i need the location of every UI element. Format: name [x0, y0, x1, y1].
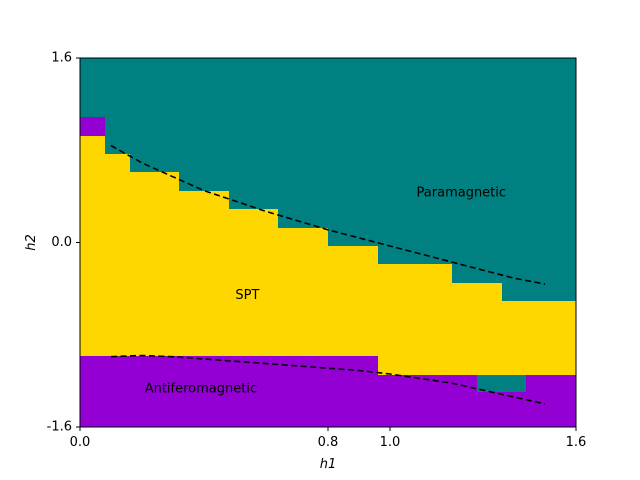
paramagnetic-cell: [378, 58, 452, 264]
antiferromagnetic-cell: [80, 117, 105, 136]
spt-cell: [378, 264, 452, 375]
paramagnetic-cell: [105, 58, 130, 154]
y-tick-label: 1.6: [51, 51, 72, 66]
region-labels: Paramagnetic SPT Antiferomagnetic: [145, 185, 506, 396]
antiferromagnetic-cell: [130, 356, 179, 427]
paramagnetic-region-label: Paramagnetic: [417, 185, 507, 200]
x-axis-ticks: 0.0 0.8 1.0 1.6: [70, 427, 587, 450]
paramagnetic-cell: [179, 58, 229, 191]
x-tick-label: 0.0: [70, 435, 91, 450]
spt-cell: [477, 283, 502, 375]
spt-cell: [130, 172, 179, 356]
x-axis-label: h1: [320, 457, 337, 472]
paramagnetic-cell: [526, 58, 576, 301]
antiferromagnetic-cell: [80, 356, 105, 427]
spt-cell: [502, 301, 526, 375]
antiferromagnetic-cell: [526, 375, 576, 427]
antiferomagnetic-region-label: Antiferomagnetic: [145, 381, 257, 396]
antiferromagnetic-cell: [229, 356, 278, 427]
paramagnetic-cell: [502, 58, 526, 301]
paramagnetic-cell: [452, 58, 477, 283]
spt-cell: [229, 209, 278, 356]
lower-boundary-curve: [110, 354, 546, 405]
paramagnetic-cell: [229, 58, 278, 209]
paramagnetic-cell: [278, 58, 328, 228]
x-tick-label: 1.0: [380, 435, 401, 450]
spt-cell: [105, 154, 130, 356]
y-axis-ticks: 1.6 0.0 -1.6: [47, 51, 80, 435]
antiferromagnetic-cell: [378, 375, 452, 427]
y-tick-label: 0.0: [51, 235, 72, 250]
y-tick-label: -1.6: [47, 420, 72, 435]
paramagnetic-cell: [477, 58, 502, 283]
paramagnetic-cell: [477, 375, 502, 392]
antiferromagnetic-cell: [105, 356, 130, 427]
x-tick-label: 0.8: [318, 435, 339, 450]
antiferromagnetic-cell: [452, 375, 477, 427]
paramagnetic-cell: [502, 375, 526, 392]
spt-cell: [80, 136, 105, 356]
antiferromagnetic-cell: [179, 356, 229, 427]
y-axis-label: h2: [24, 234, 39, 251]
spt-cell: [278, 228, 328, 356]
upper-boundary-curve: [110, 144, 546, 285]
phase-regions: [80, 58, 576, 427]
boundary-curves: [110, 144, 546, 405]
spt-cell: [526, 301, 576, 375]
x-tick-label: 1.6: [566, 435, 587, 450]
spt-region-label: SPT: [235, 288, 259, 303]
spt-cell: [328, 246, 378, 356]
paramagnetic-cell: [130, 58, 179, 172]
antiferromagnetic-cell: [328, 356, 378, 427]
spt-cell: [452, 283, 477, 375]
paramagnetic-cell: [328, 58, 378, 246]
spt-cell: [179, 191, 229, 356]
